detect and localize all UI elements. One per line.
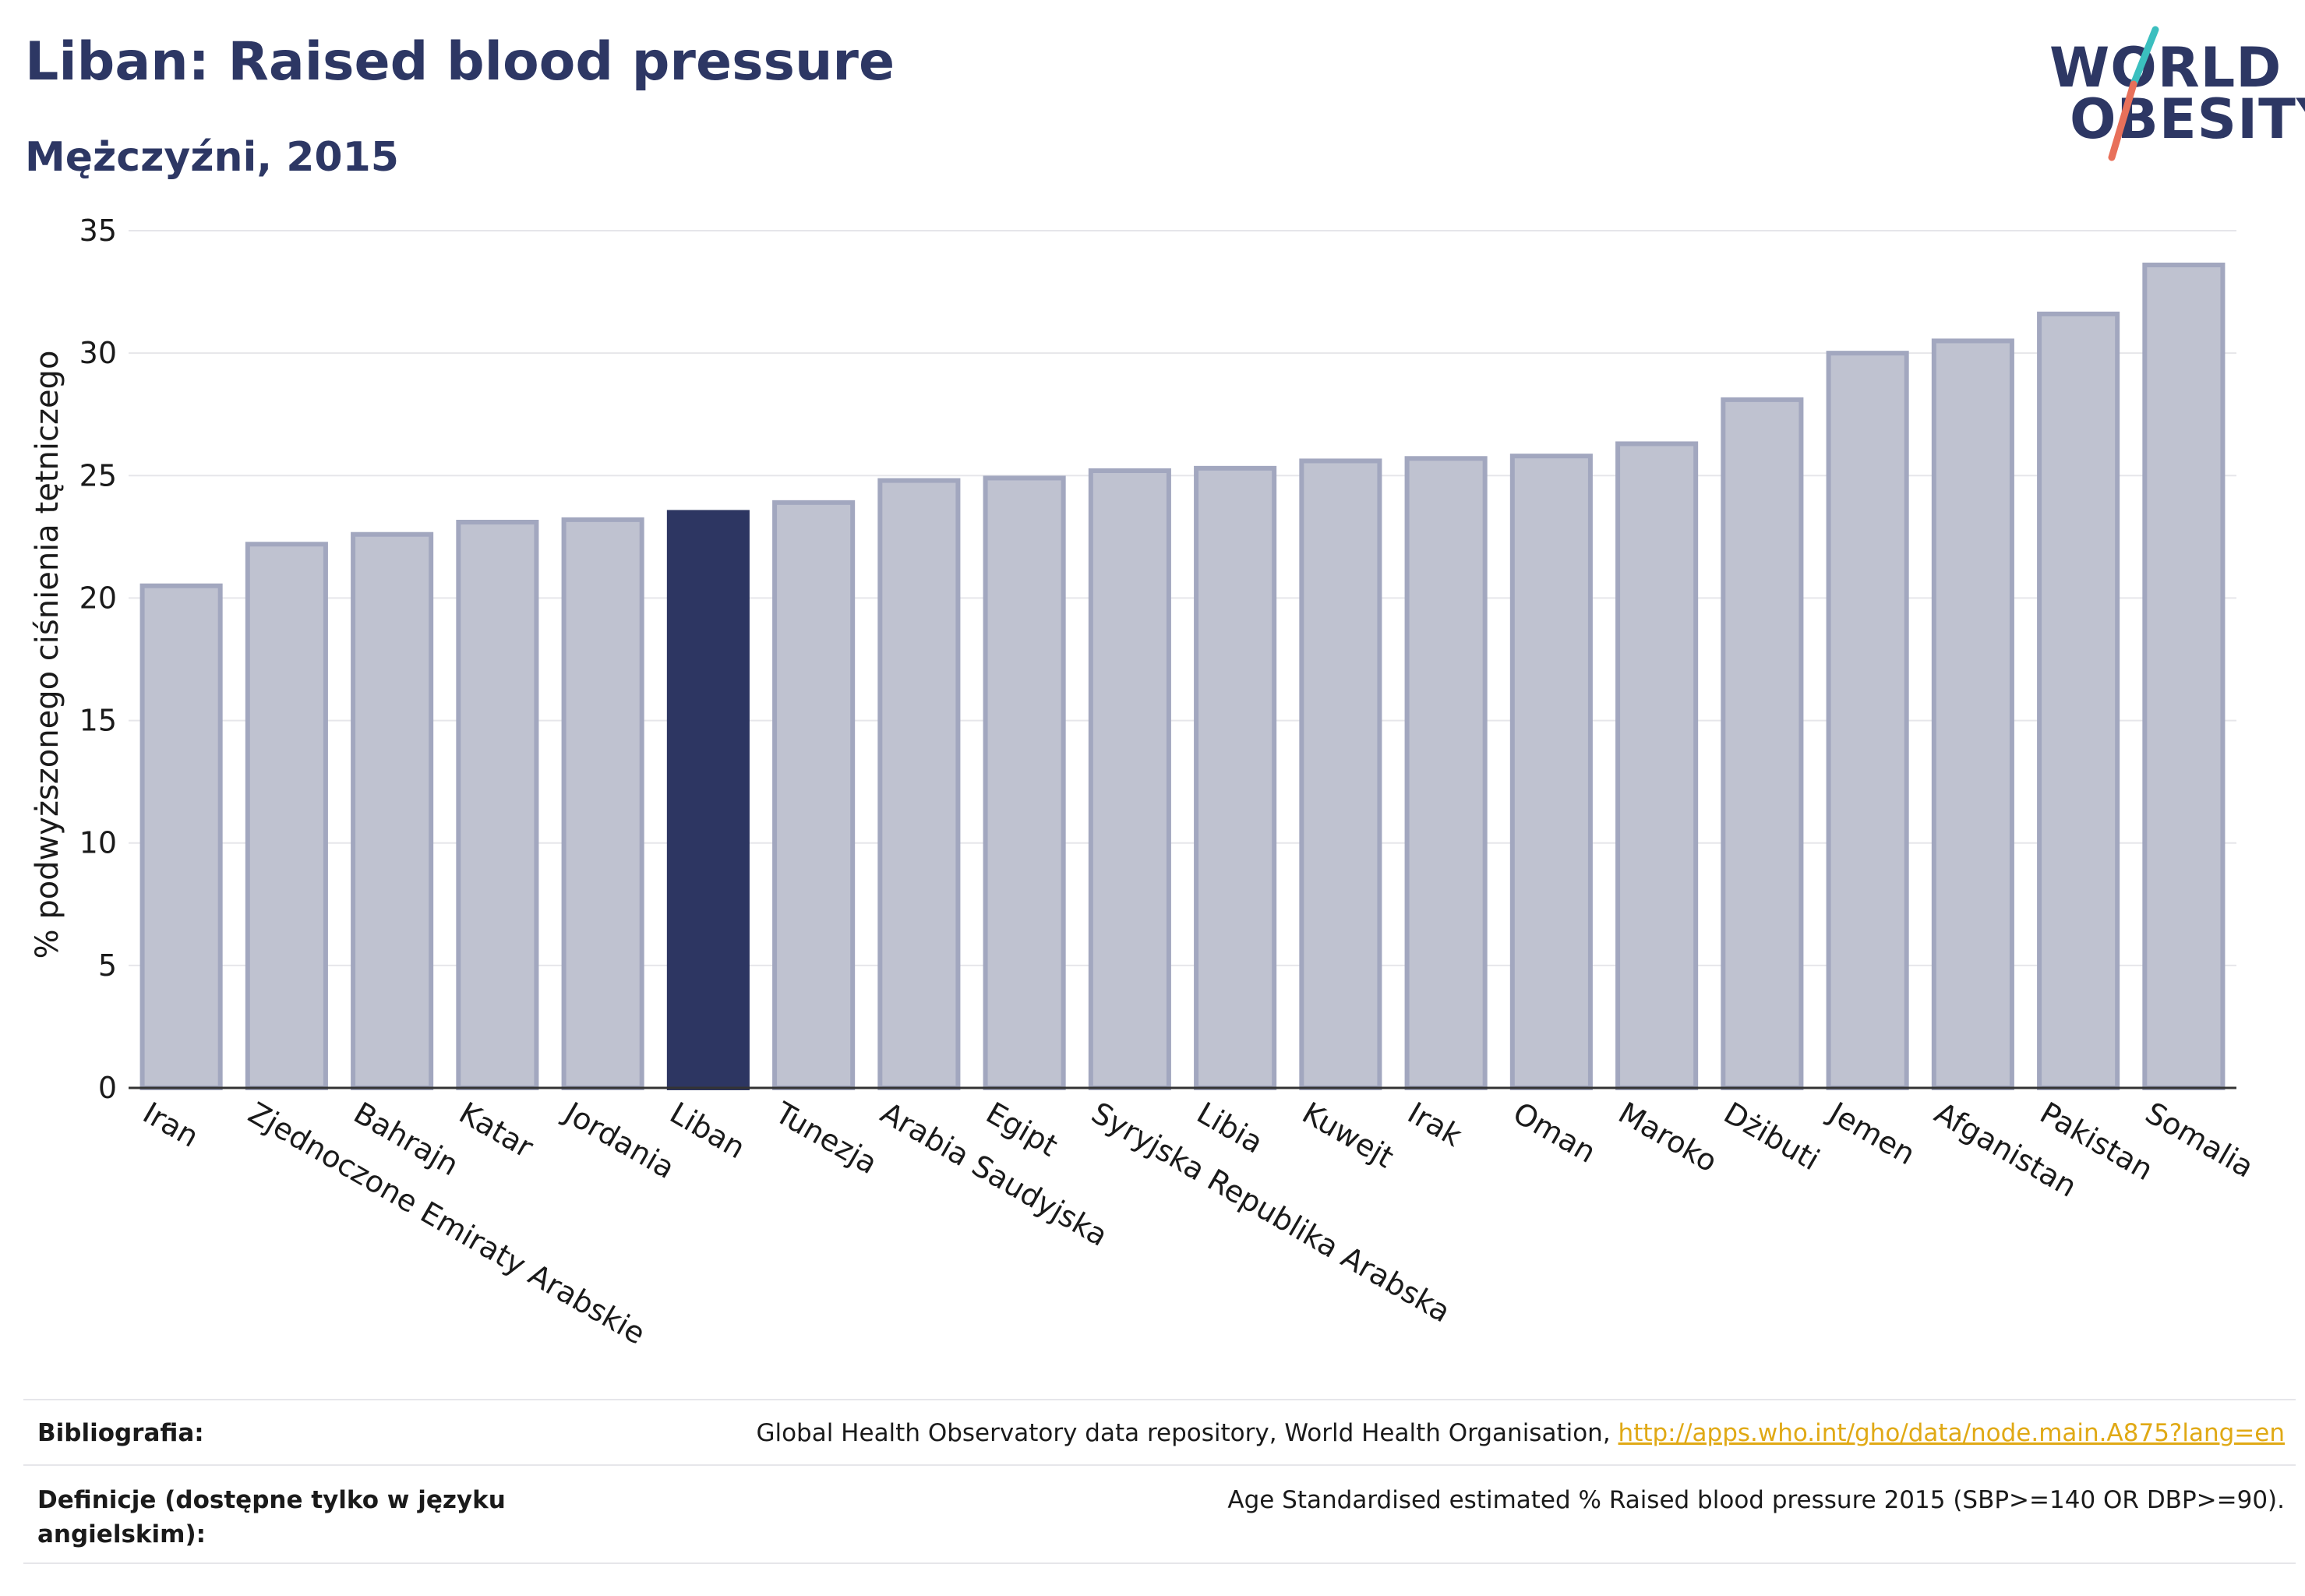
x-tick-label: Jemen [1822, 1095, 1921, 1172]
y-tick-label: 25 [79, 458, 117, 493]
x-tick-label: Oman [1507, 1096, 1601, 1170]
x-tick-label: Katar [454, 1096, 539, 1165]
definition-label: Definicje (dostępne tylko w języku angie… [37, 1486, 506, 1548]
footer-table: Bibliografia: Global Health Observatory … [23, 1399, 2296, 1564]
y-tick-label: 30 [79, 336, 117, 370]
x-tick-label: Iran [137, 1096, 204, 1154]
y-tick-label: 5 [98, 948, 117, 983]
logo-slash-icon [2108, 26, 2159, 161]
bar [351, 531, 434, 1090]
bar [561, 517, 644, 1090]
bar-highlighted [666, 510, 750, 1090]
y-tick-label: 15 [79, 704, 117, 738]
x-tick-label: Somalia [2140, 1096, 2260, 1185]
bar-chart: 0 5 10 15 20 25 30 35 Iran Zjednoczone Emiraty A… [30, 214, 2260, 1351]
bibliography-text: Global Health Observatory data repositor… [756, 1419, 1618, 1447]
bibliography-label: Bibliografia: [37, 1419, 204, 1447]
x-tick-label: Tunezja [769, 1095, 884, 1181]
bar [1088, 468, 1171, 1090]
x-tick-label: Dżibuti [1718, 1096, 1826, 1178]
logo-text-obesity: OBESITY [2070, 87, 2305, 151]
bar [1826, 351, 1909, 1090]
bar [1194, 465, 1277, 1090]
footer-row-definition: Definicje (dostępne tylko w języku angie… [23, 1464, 2296, 1564]
y-axis-label: % podwyższonego ciśnienia tętniczego [30, 351, 65, 959]
bibliography-value: Global Health Observatory data repositor… [756, 1419, 2285, 1447]
logo-text-world: WORLD [2049, 36, 2282, 100]
bibliography-link[interactable]: http://apps.who.int/gho/data/node.main.A… [1618, 1419, 2285, 1447]
y-tick-label: 20 [79, 581, 117, 615]
x-tick-label: Maroko [1613, 1096, 1724, 1179]
bar [2142, 263, 2226, 1090]
chart-subtitle: Mężczyźni, 2015 [25, 134, 399, 181]
definition-value: Age Standardised estimated % Raised bloo… [1227, 1486, 2285, 1514]
bar [1931, 338, 2014, 1090]
y-tick-label: 35 [79, 214, 117, 248]
footer-row-bibliography: Bibliografia: Global Health Observatory … [23, 1399, 2296, 1466]
x-tick-label: Irak [1402, 1096, 1467, 1153]
bar [245, 542, 328, 1090]
bar [877, 478, 961, 1090]
grid-lines [129, 230, 2236, 966]
bar [1509, 454, 1593, 1090]
bar [1615, 441, 1699, 1090]
x-tick-label: Libia [1191, 1096, 1269, 1160]
y-tick-label: 0 [98, 1071, 117, 1105]
chart-title: Liban: Raised blood pressure [25, 31, 895, 93]
bar [1721, 397, 1804, 1090]
bar [2037, 311, 2120, 1091]
bars [139, 263, 2226, 1091]
bar [1299, 458, 1382, 1090]
y-axis-ticks: 0 5 10 15 20 25 30 35 [79, 214, 117, 1105]
bar [772, 500, 856, 1090]
x-tick-label: Jordania [557, 1095, 680, 1185]
bar [139, 583, 223, 1090]
bar [1404, 456, 1488, 1090]
x-axis-labels: Iran Zjednoczone Emiraty ArabskieBahrajnK… [137, 1095, 2259, 1351]
world-obesity-logo: WORLD OBESITY [2026, 23, 2305, 164]
x-tick-label: Syryjska Republika Arabska [1085, 1096, 1456, 1329]
bar [456, 520, 539, 1090]
x-tick-label: Kuwejt [1297, 1096, 1400, 1175]
y-tick-label: 10 [79, 826, 117, 860]
bar [983, 475, 1066, 1090]
